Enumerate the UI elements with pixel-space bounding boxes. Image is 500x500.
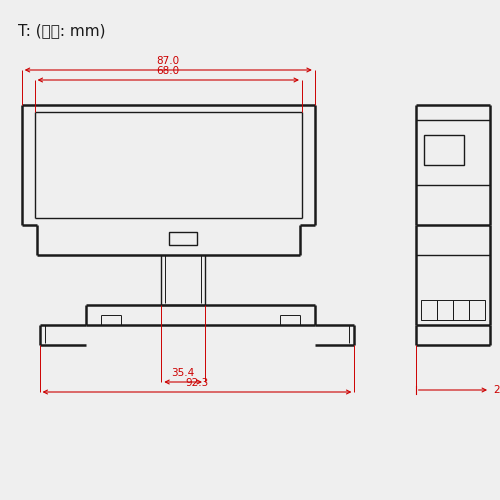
Bar xyxy=(424,135,465,165)
Text: 68.0: 68.0 xyxy=(156,66,180,76)
Text: 87.0: 87.0 xyxy=(156,56,180,66)
Bar xyxy=(437,300,453,320)
Text: 35.4: 35.4 xyxy=(172,368,194,378)
Text: 2: 2 xyxy=(493,385,500,395)
Bar xyxy=(453,300,469,320)
Bar xyxy=(420,300,437,320)
Bar xyxy=(170,232,197,245)
Text: 92.3: 92.3 xyxy=(186,378,208,388)
Text: T: (单位: mm): T: (单位: mm) xyxy=(18,23,106,38)
Bar xyxy=(469,300,485,320)
